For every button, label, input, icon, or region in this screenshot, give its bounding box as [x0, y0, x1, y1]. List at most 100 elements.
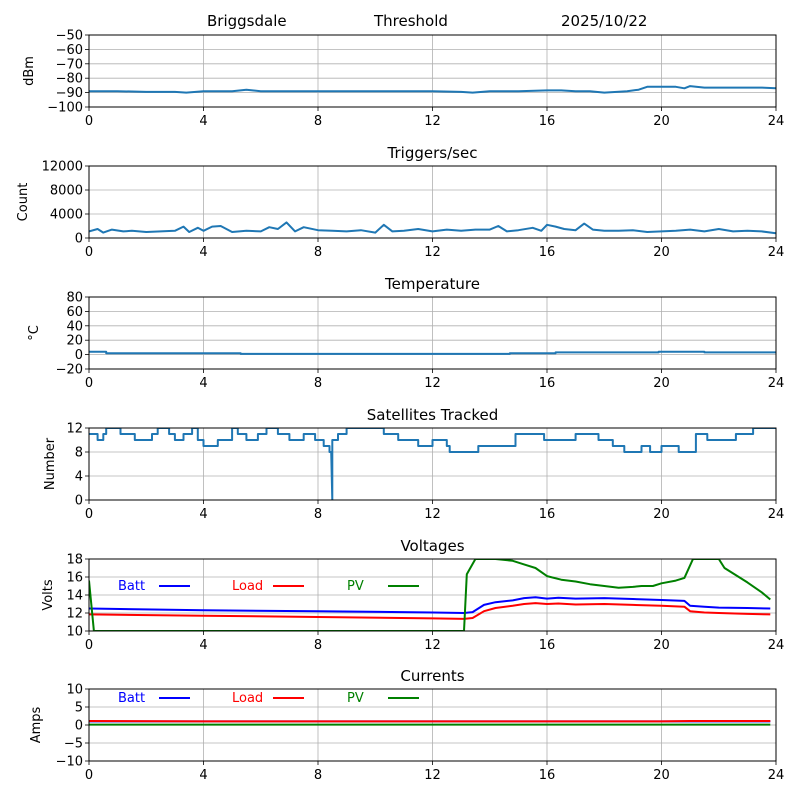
- x-tick-label: 16: [539, 114, 556, 129]
- y-tick-label: 12: [66, 422, 83, 437]
- x-tick-label: 16: [539, 638, 556, 653]
- y-tick-label: 20: [66, 334, 83, 349]
- x-tick-label: 24: [768, 245, 785, 260]
- y-tick-label: −100: [47, 101, 83, 116]
- y-tick-label: 8: [75, 446, 83, 461]
- x-tick-label: 0: [85, 245, 93, 260]
- panel-6: 0 4 8 12 16 20 24 −10 −5 0 5 10 Amps Currents Batt Load…: [29, 667, 784, 783]
- panel-2: 0 4 8 12 16 20 24 0 4000 8000 12000 Count Triggers/s…: [16, 144, 784, 260]
- series-line-temperature: [89, 350, 776, 355]
- series-line-satellites: [89, 428, 776, 500]
- y-tick-label: −90: [56, 86, 83, 101]
- x-tick-label: 16: [539, 376, 556, 391]
- x-tick-label: 24: [768, 376, 785, 391]
- legend-label-batt: Batt: [118, 691, 145, 706]
- series-group: [89, 720, 771, 726]
- x-tick-label: 24: [768, 638, 785, 653]
- series-line-load: [89, 602, 771, 620]
- y-tick-label: 80: [66, 291, 83, 306]
- y-tick-label: 10: [66, 625, 83, 640]
- x-tick-label: 8: [314, 376, 322, 391]
- x-tick-label: 0: [85, 114, 93, 129]
- x-tick-label: 8: [314, 245, 322, 260]
- x-tick-label: 12: [424, 768, 441, 783]
- y-tick-label: −70: [56, 57, 83, 72]
- y-tick-label: −80: [56, 72, 83, 87]
- y-tick-label: 0: [75, 348, 83, 363]
- x-tick-label: 8: [314, 768, 322, 783]
- x-tick-label: 20: [653, 768, 670, 783]
- x-tick-label: 4: [199, 507, 207, 522]
- y-axis-label: °C: [27, 325, 42, 341]
- y-tick-label: −10: [56, 755, 83, 770]
- x-tick-label: 16: [539, 768, 556, 783]
- y-tick-label: 12000: [42, 160, 83, 175]
- x-tick-label: 8: [314, 638, 322, 653]
- y-tick-label: 40: [66, 319, 83, 334]
- y-tick-label: 0: [75, 232, 83, 247]
- series-line-threshold: [89, 85, 776, 94]
- panel-4: 0 4 8 12 16 20 24 0 4 8 12 Number Satellites Tracked: [43, 406, 784, 522]
- y-axis-label: dBm: [22, 56, 37, 86]
- y-tick-label: −50: [56, 29, 83, 44]
- x-tick-label: 0: [85, 507, 93, 522]
- x-tick-label: 8: [314, 114, 322, 129]
- series-group: [89, 221, 776, 235]
- x-tick-label: 4: [199, 638, 207, 653]
- header-date: 2025/10/22: [561, 12, 647, 30]
- series-group: [89, 559, 771, 631]
- panel-title: Satellites Tracked: [367, 406, 498, 424]
- y-tick-label: 4000: [50, 208, 83, 223]
- series-line-pv: [89, 559, 771, 631]
- x-tick-label: 4: [199, 114, 207, 129]
- x-tick-label: 20: [653, 507, 670, 522]
- y-tick-label: 0: [75, 494, 83, 509]
- y-tick-label: 14: [66, 589, 83, 604]
- y-axis-label: Count: [16, 183, 31, 222]
- y-tick-label: 4: [75, 470, 83, 485]
- x-tick-label: 20: [653, 245, 670, 260]
- legend-label-load: Load: [232, 691, 263, 706]
- series-line-triggers: [89, 221, 776, 235]
- y-tick-label: 60: [66, 305, 83, 320]
- x-tick-label: 24: [768, 768, 785, 783]
- legend-label-pv: PV: [347, 691, 364, 706]
- panel-title: Triggers/sec: [387, 144, 478, 162]
- x-tick-label: 20: [653, 114, 670, 129]
- legend-label-pv: PV: [347, 579, 364, 594]
- y-tick-label: 10: [66, 683, 83, 698]
- y-tick-label: 0: [75, 719, 83, 734]
- panel-1: 0 4 8 12 16 20 24 −100−90−80−70−60−50 dBm: [22, 29, 784, 130]
- y-tick-label: 12: [66, 607, 83, 622]
- x-tick-label: 8: [314, 507, 322, 522]
- x-tick-label: 12: [424, 507, 441, 522]
- x-tick-label: 20: [653, 376, 670, 391]
- y-tick-label: 8000: [50, 184, 83, 199]
- x-tick-label: 4: [199, 376, 207, 391]
- y-tick-label: 16: [66, 571, 83, 586]
- header-mode: Threshold: [373, 12, 448, 30]
- panel-title: Currents: [400, 667, 464, 685]
- header-station: Briggsdale: [207, 12, 287, 30]
- x-tick-label: 12: [424, 245, 441, 260]
- legend-label-load: Load: [232, 579, 263, 594]
- y-axis-label: Volts: [41, 579, 56, 611]
- x-tick-label: 24: [768, 114, 785, 129]
- series-group: [89, 428, 776, 500]
- x-tick-label: 12: [424, 376, 441, 391]
- x-tick-label: 20: [653, 638, 670, 653]
- y-tick-label: 18: [66, 553, 83, 568]
- x-tick-label: 16: [539, 507, 556, 522]
- series-line-batt: [89, 596, 771, 614]
- x-tick-label: 12: [424, 114, 441, 129]
- y-axis-label: Number: [43, 437, 58, 490]
- x-tick-label: 0: [85, 638, 93, 653]
- y-tick-label: −5: [64, 737, 83, 752]
- y-tick-label: 5: [75, 701, 83, 716]
- x-tick-label: 4: [199, 768, 207, 783]
- y-tick-label: −20: [56, 363, 83, 378]
- x-tick-label: 0: [85, 768, 93, 783]
- panel-title: Temperature: [384, 275, 480, 293]
